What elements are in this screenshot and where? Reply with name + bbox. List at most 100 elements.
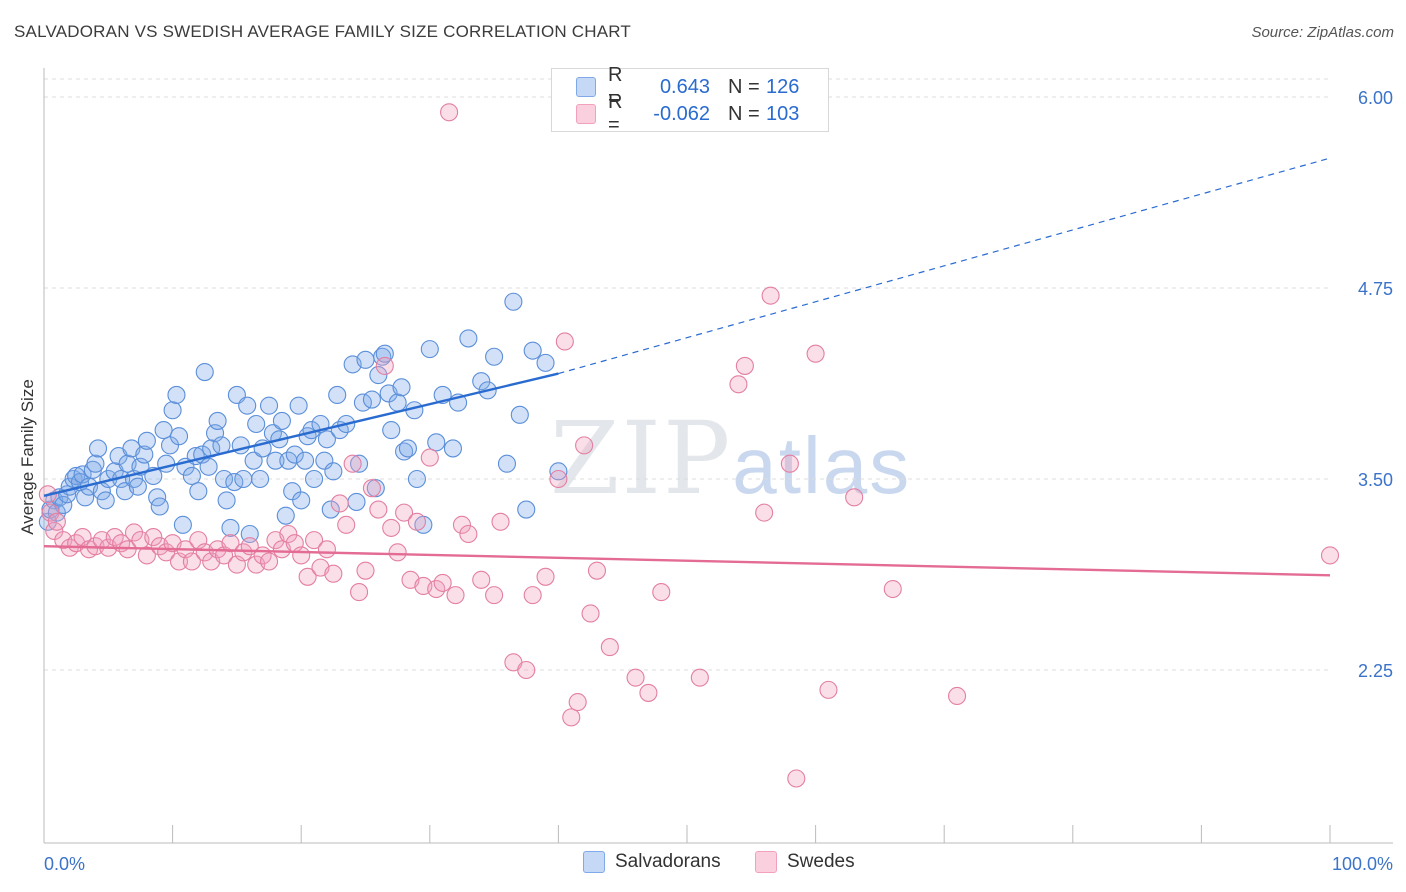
swede-point [124,523,144,542]
swede-point [652,583,671,602]
watermark-zip: ZIP [550,400,733,517]
salvadoran-point [182,466,201,485]
salvadoran-point [189,482,208,501]
swede-point [819,680,838,699]
watermark: ZIPatlas [550,400,911,517]
legend-n-label: N = [728,102,760,125]
swede-point [581,604,600,623]
swede-point [137,546,156,565]
salvadoran-point [128,477,147,496]
salvadoran-point [504,292,523,311]
salvadoran-point [272,411,291,430]
salvadoran-point [157,454,176,473]
swede-point [395,503,414,522]
swede-point [600,638,619,657]
swede-point [350,583,369,602]
source-label: Source: ZipAtlas.com [1251,24,1394,41]
swede-point [337,515,356,534]
salvadoran-point [347,492,366,511]
bottom-legend-swedes: Swedes [755,851,855,873]
salvadoran-point [485,347,504,366]
x-tick-label-min: 0.0% [44,854,85,874]
salvadoran-point [47,503,66,522]
salvadoran-point [369,366,388,385]
salvadoran-point [169,427,189,446]
salvadoran-point [328,385,347,405]
swede-point [452,515,472,534]
y-tick-label: 6.00 [1358,88,1393,108]
salvadoran-point [289,396,308,415]
salvadoran-point [154,421,173,440]
swede-point [324,564,343,583]
salvadoran-point [96,491,115,510]
salvadoran-point [285,445,304,464]
salvadoran-point [427,433,446,452]
y-tick-label: 4.75 [1358,279,1393,299]
swede-point [491,512,510,531]
swede-point [780,454,799,473]
swede-point [735,356,754,375]
swede-point [362,479,381,498]
swede-point [459,524,478,544]
legend-n-value: 103 [766,102,800,125]
swede-point [587,561,607,580]
salvadoran-point [305,469,324,489]
swede-point [568,693,587,712]
salvadoran-point [366,479,385,498]
salvadoran-point [382,421,401,440]
swede-point [761,286,780,305]
swede-point [41,503,60,522]
swede-point [47,512,66,531]
swede-point [555,332,574,351]
salvadoran-point [398,439,417,458]
legend-r-value: 0.643 [659,75,710,98]
legend-swatch-salvadorans [576,77,596,97]
swede-point [729,375,748,394]
swede-point [292,546,311,565]
legend-r-value: -0.062 [653,102,710,125]
salvadoran-point [208,411,227,430]
salvadoran-point [317,430,336,449]
watermark-atlas: atlas [732,421,912,510]
swede-point [517,660,536,680]
swede-point [639,683,658,702]
salvadoran-point [350,454,369,473]
legend-n-value: 126 [766,75,800,98]
swede-point [806,344,825,363]
salvadoran-point [86,454,105,473]
salvadoran-point [536,353,555,372]
swede-point [549,469,568,489]
salvadoran-point [221,518,240,537]
swede-point [575,436,594,455]
salvadoran-point [362,390,381,409]
swede-point [182,552,201,571]
swede-point [144,528,163,547]
legend-r-label: R = [608,91,623,136]
salvadoran-point [497,454,517,473]
y-tick-label: 3.50 [1358,470,1393,490]
swede-trend-line [43,545,1331,577]
stats-legend: R = 0.643 N = 126 R = -0.062 N = 103 [551,64,829,136]
salvadoran-point [459,329,478,348]
bottom-legend-swatch-swedes [755,851,777,873]
swede-point [356,561,375,580]
salvadoran-point [420,340,439,359]
salvadoran-point [250,469,270,489]
swede-point [433,573,452,592]
swede-point [626,668,645,687]
swede-point [523,586,542,605]
salvadoran-point [173,515,192,534]
swede-point [317,540,336,559]
swede-point [420,448,439,467]
legend-n-label: N = [728,75,760,98]
salvadoran-point [137,431,156,450]
salvadoran-point [324,462,343,481]
salvadoran-point [266,451,285,470]
salvadoran-point [244,451,263,470]
swede-point [536,567,555,586]
salvadoran-point [76,488,95,507]
swede-point [562,708,581,727]
swede-point [787,769,806,788]
chart-title: SALVADORAN VS SWEDISH AVERAGE FAMILY SIZ… [14,22,632,41]
swede-point [472,570,491,589]
